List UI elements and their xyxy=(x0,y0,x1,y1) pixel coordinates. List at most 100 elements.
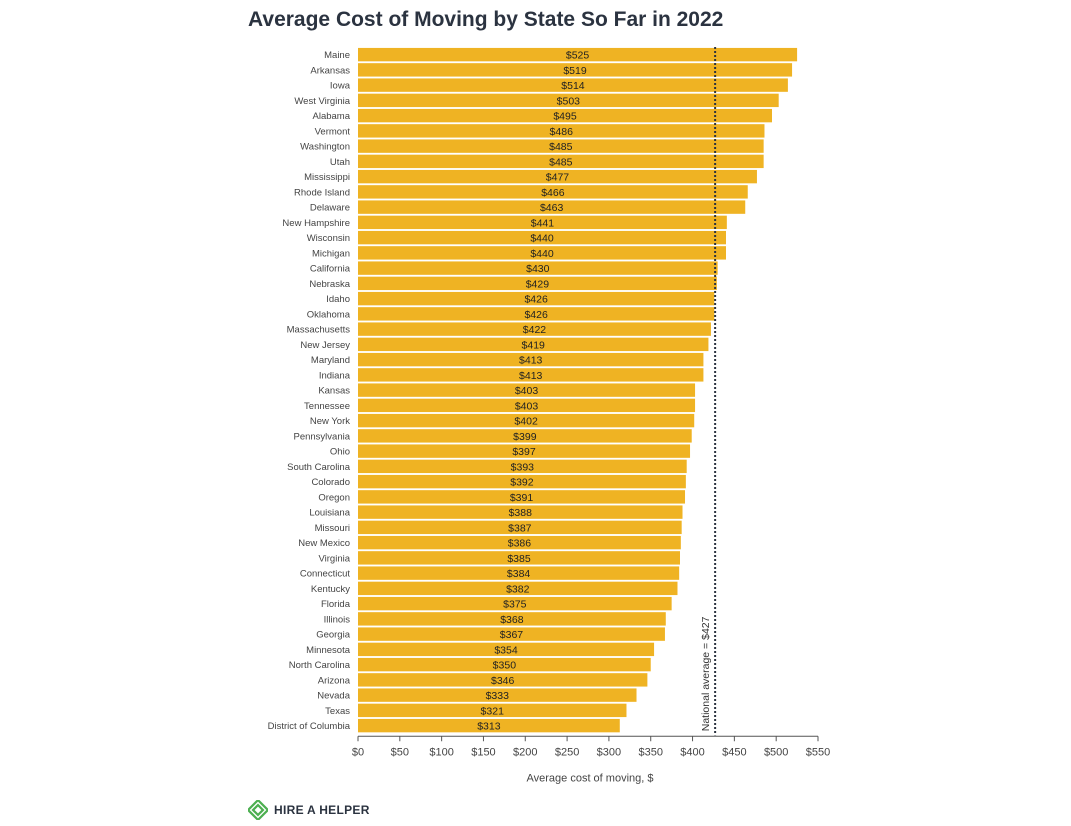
bar xyxy=(358,154,764,169)
bar xyxy=(358,718,620,733)
x-tick-label: $50 xyxy=(391,746,409,758)
category-label: Missouri xyxy=(315,523,350,534)
bar xyxy=(358,520,682,535)
category-label: Oklahoma xyxy=(307,309,351,320)
data-label: $413 xyxy=(519,370,543,382)
bar xyxy=(358,169,757,184)
data-label: $393 xyxy=(511,461,535,473)
data-label: $422 xyxy=(523,324,547,336)
category-label: Arizona xyxy=(318,675,351,686)
bar xyxy=(358,505,683,519)
x-axis-title: Average cost of moving, $ xyxy=(527,772,654,784)
x-tick-label: $0 xyxy=(352,746,364,758)
data-label: $321 xyxy=(481,705,505,717)
category-label: Maine xyxy=(324,50,350,61)
category-label: New Jersey xyxy=(300,340,350,351)
bar xyxy=(358,703,627,718)
category-label: New Mexico xyxy=(298,538,350,549)
bar xyxy=(358,581,678,596)
category-label: New Hampshire xyxy=(282,218,350,229)
data-label: $426 xyxy=(524,294,548,306)
data-label: $385 xyxy=(507,553,531,565)
x-tick-label: $300 xyxy=(597,746,621,758)
data-label: $525 xyxy=(566,50,590,62)
data-label: $368 xyxy=(500,614,524,626)
category-label: Kentucky xyxy=(311,584,350,595)
category-label: West Virginia xyxy=(294,96,350,107)
data-label: $391 xyxy=(510,492,534,504)
bar xyxy=(358,551,680,565)
category-label: District of Columbia xyxy=(268,721,351,732)
bar xyxy=(358,276,717,291)
bar xyxy=(358,108,772,123)
category-label: Delaware xyxy=(310,203,350,214)
bar xyxy=(358,657,651,672)
category-label: Massachusetts xyxy=(287,325,351,336)
data-label: $485 xyxy=(549,156,573,168)
brand-footer: HIRE A HELPER xyxy=(248,800,370,820)
data-label: $403 xyxy=(515,385,539,397)
data-label: $514 xyxy=(561,80,585,92)
category-label: Wisconsin xyxy=(307,233,350,244)
bar xyxy=(358,352,704,367)
bar xyxy=(358,322,711,336)
category-label: Arkansas xyxy=(310,65,350,76)
data-label: $477 xyxy=(546,172,570,184)
category-label: Maryland xyxy=(311,355,350,366)
category-label: Utah xyxy=(330,157,350,168)
bar xyxy=(358,185,748,199)
data-label: $419 xyxy=(522,339,546,351)
data-label: $430 xyxy=(526,263,550,275)
bar xyxy=(358,246,726,260)
bar xyxy=(358,474,686,489)
data-label: $346 xyxy=(491,675,515,687)
bar xyxy=(358,307,715,321)
data-label: $429 xyxy=(526,278,550,290)
brand-name: HIRE A HELPER xyxy=(274,803,370,817)
data-label: $486 xyxy=(550,126,574,138)
category-label: Nebraska xyxy=(309,279,350,290)
category-label: Indiana xyxy=(319,370,351,381)
bar xyxy=(358,124,765,138)
bar xyxy=(358,490,686,504)
bar xyxy=(358,627,665,641)
data-label: $495 xyxy=(553,111,577,123)
data-label: $384 xyxy=(507,568,531,580)
x-tick-label: $200 xyxy=(513,746,537,758)
data-label: $354 xyxy=(494,644,518,656)
data-label: $375 xyxy=(503,599,527,611)
bar xyxy=(358,459,687,474)
bar xyxy=(358,368,704,382)
data-label: $463 xyxy=(540,202,564,214)
category-label: Kansas xyxy=(318,386,350,397)
bar xyxy=(358,261,718,275)
data-label: $333 xyxy=(486,690,510,702)
category-label: Nevada xyxy=(317,691,350,702)
data-label: $367 xyxy=(500,629,524,641)
category-label: Vermont xyxy=(315,126,351,137)
x-tick-label: $100 xyxy=(429,746,453,758)
bar xyxy=(358,688,637,702)
x-tick-label: $400 xyxy=(680,746,704,758)
bar xyxy=(358,566,680,580)
chart-title: Average Cost of Moving by State So Far i… xyxy=(248,8,724,31)
data-label: $440 xyxy=(530,248,554,260)
bar xyxy=(358,429,692,443)
bar xyxy=(358,63,793,77)
x-tick-label: $450 xyxy=(722,746,746,758)
x-tick-label: $250 xyxy=(555,746,579,758)
data-label: $388 xyxy=(509,507,533,519)
bar xyxy=(358,612,666,626)
category-label: California xyxy=(310,264,351,275)
category-label: Virginia xyxy=(318,553,350,564)
x-tick-label: $150 xyxy=(471,746,495,758)
data-label: $397 xyxy=(512,446,536,458)
data-label: $413 xyxy=(519,355,543,367)
data-label: $440 xyxy=(530,233,554,245)
bar xyxy=(358,444,691,458)
category-label: Minnesota xyxy=(306,645,351,656)
category-label: Illinois xyxy=(324,614,351,625)
category-label: Colorado xyxy=(311,477,350,488)
category-label: Louisiana xyxy=(309,508,350,519)
data-label: $392 xyxy=(510,477,534,489)
